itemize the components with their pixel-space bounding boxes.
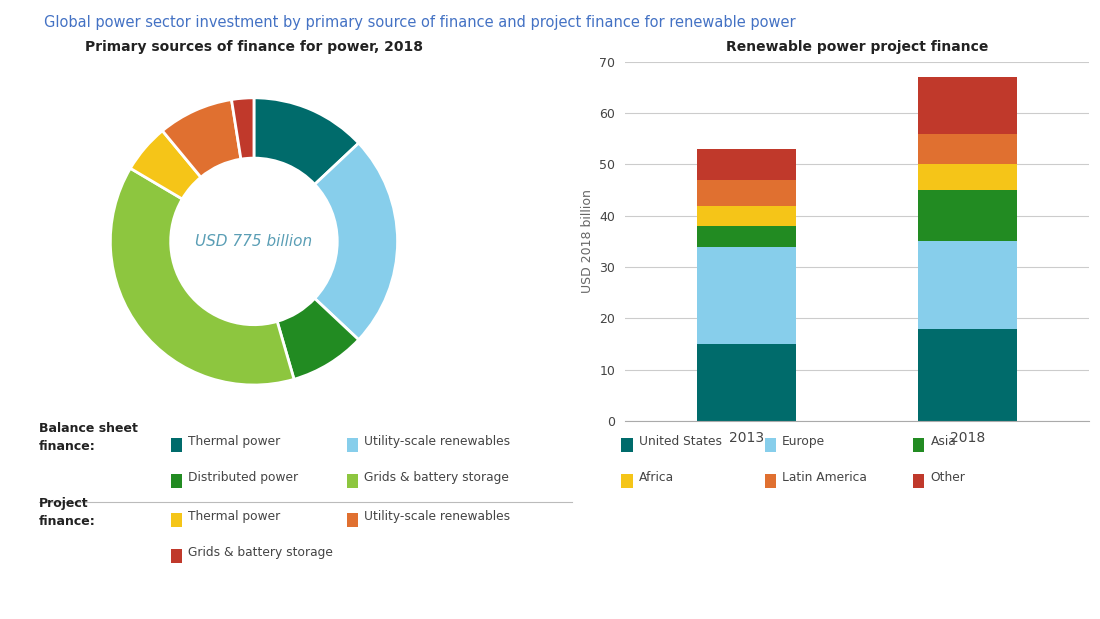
Wedge shape bbox=[110, 168, 294, 385]
Text: Grids & battery storage: Grids & battery storage bbox=[188, 545, 333, 559]
Wedge shape bbox=[163, 100, 241, 177]
Title: Primary sources of finance for power, 2018: Primary sources of finance for power, 20… bbox=[85, 40, 424, 54]
Text: Other: Other bbox=[931, 470, 966, 484]
Bar bbox=[917, 165, 1018, 190]
Bar bbox=[697, 180, 796, 206]
Bar bbox=[917, 329, 1018, 421]
Text: Global power sector investment by primary source of finance and project finance : Global power sector investment by primar… bbox=[44, 15, 795, 30]
Text: United States: United States bbox=[639, 435, 722, 448]
Text: Utility-scale renewables: Utility-scale renewables bbox=[364, 435, 510, 448]
Text: Distributed power: Distributed power bbox=[188, 470, 298, 484]
Text: Latin America: Latin America bbox=[782, 470, 867, 484]
Text: Thermal power: Thermal power bbox=[188, 435, 280, 448]
Text: Europe: Europe bbox=[782, 435, 825, 448]
Text: Asia: Asia bbox=[931, 435, 956, 448]
Bar bbox=[697, 149, 796, 180]
Text: Project
finance:: Project finance: bbox=[39, 497, 96, 528]
Bar bbox=[917, 77, 1018, 134]
Wedge shape bbox=[315, 143, 397, 340]
Bar bbox=[917, 134, 1018, 165]
Bar bbox=[697, 344, 796, 421]
Bar bbox=[917, 241, 1018, 329]
Text: USD 775 billion: USD 775 billion bbox=[196, 234, 312, 249]
Text: Utility-scale renewables: Utility-scale renewables bbox=[364, 509, 510, 523]
Text: Africa: Africa bbox=[639, 470, 674, 484]
Wedge shape bbox=[130, 131, 201, 199]
Wedge shape bbox=[277, 298, 359, 379]
Title: Renewable power project finance: Renewable power project finance bbox=[726, 40, 988, 54]
Bar bbox=[917, 190, 1018, 241]
Text: Thermal power: Thermal power bbox=[188, 509, 280, 523]
Y-axis label: USD 2018 billion: USD 2018 billion bbox=[581, 189, 594, 293]
Wedge shape bbox=[231, 98, 254, 159]
Text: Balance sheet
finance:: Balance sheet finance: bbox=[39, 422, 138, 453]
Bar bbox=[697, 226, 796, 246]
Bar bbox=[697, 206, 796, 226]
Text: Grids & battery storage: Grids & battery storage bbox=[364, 470, 509, 484]
Bar bbox=[697, 246, 796, 344]
Wedge shape bbox=[254, 98, 359, 184]
